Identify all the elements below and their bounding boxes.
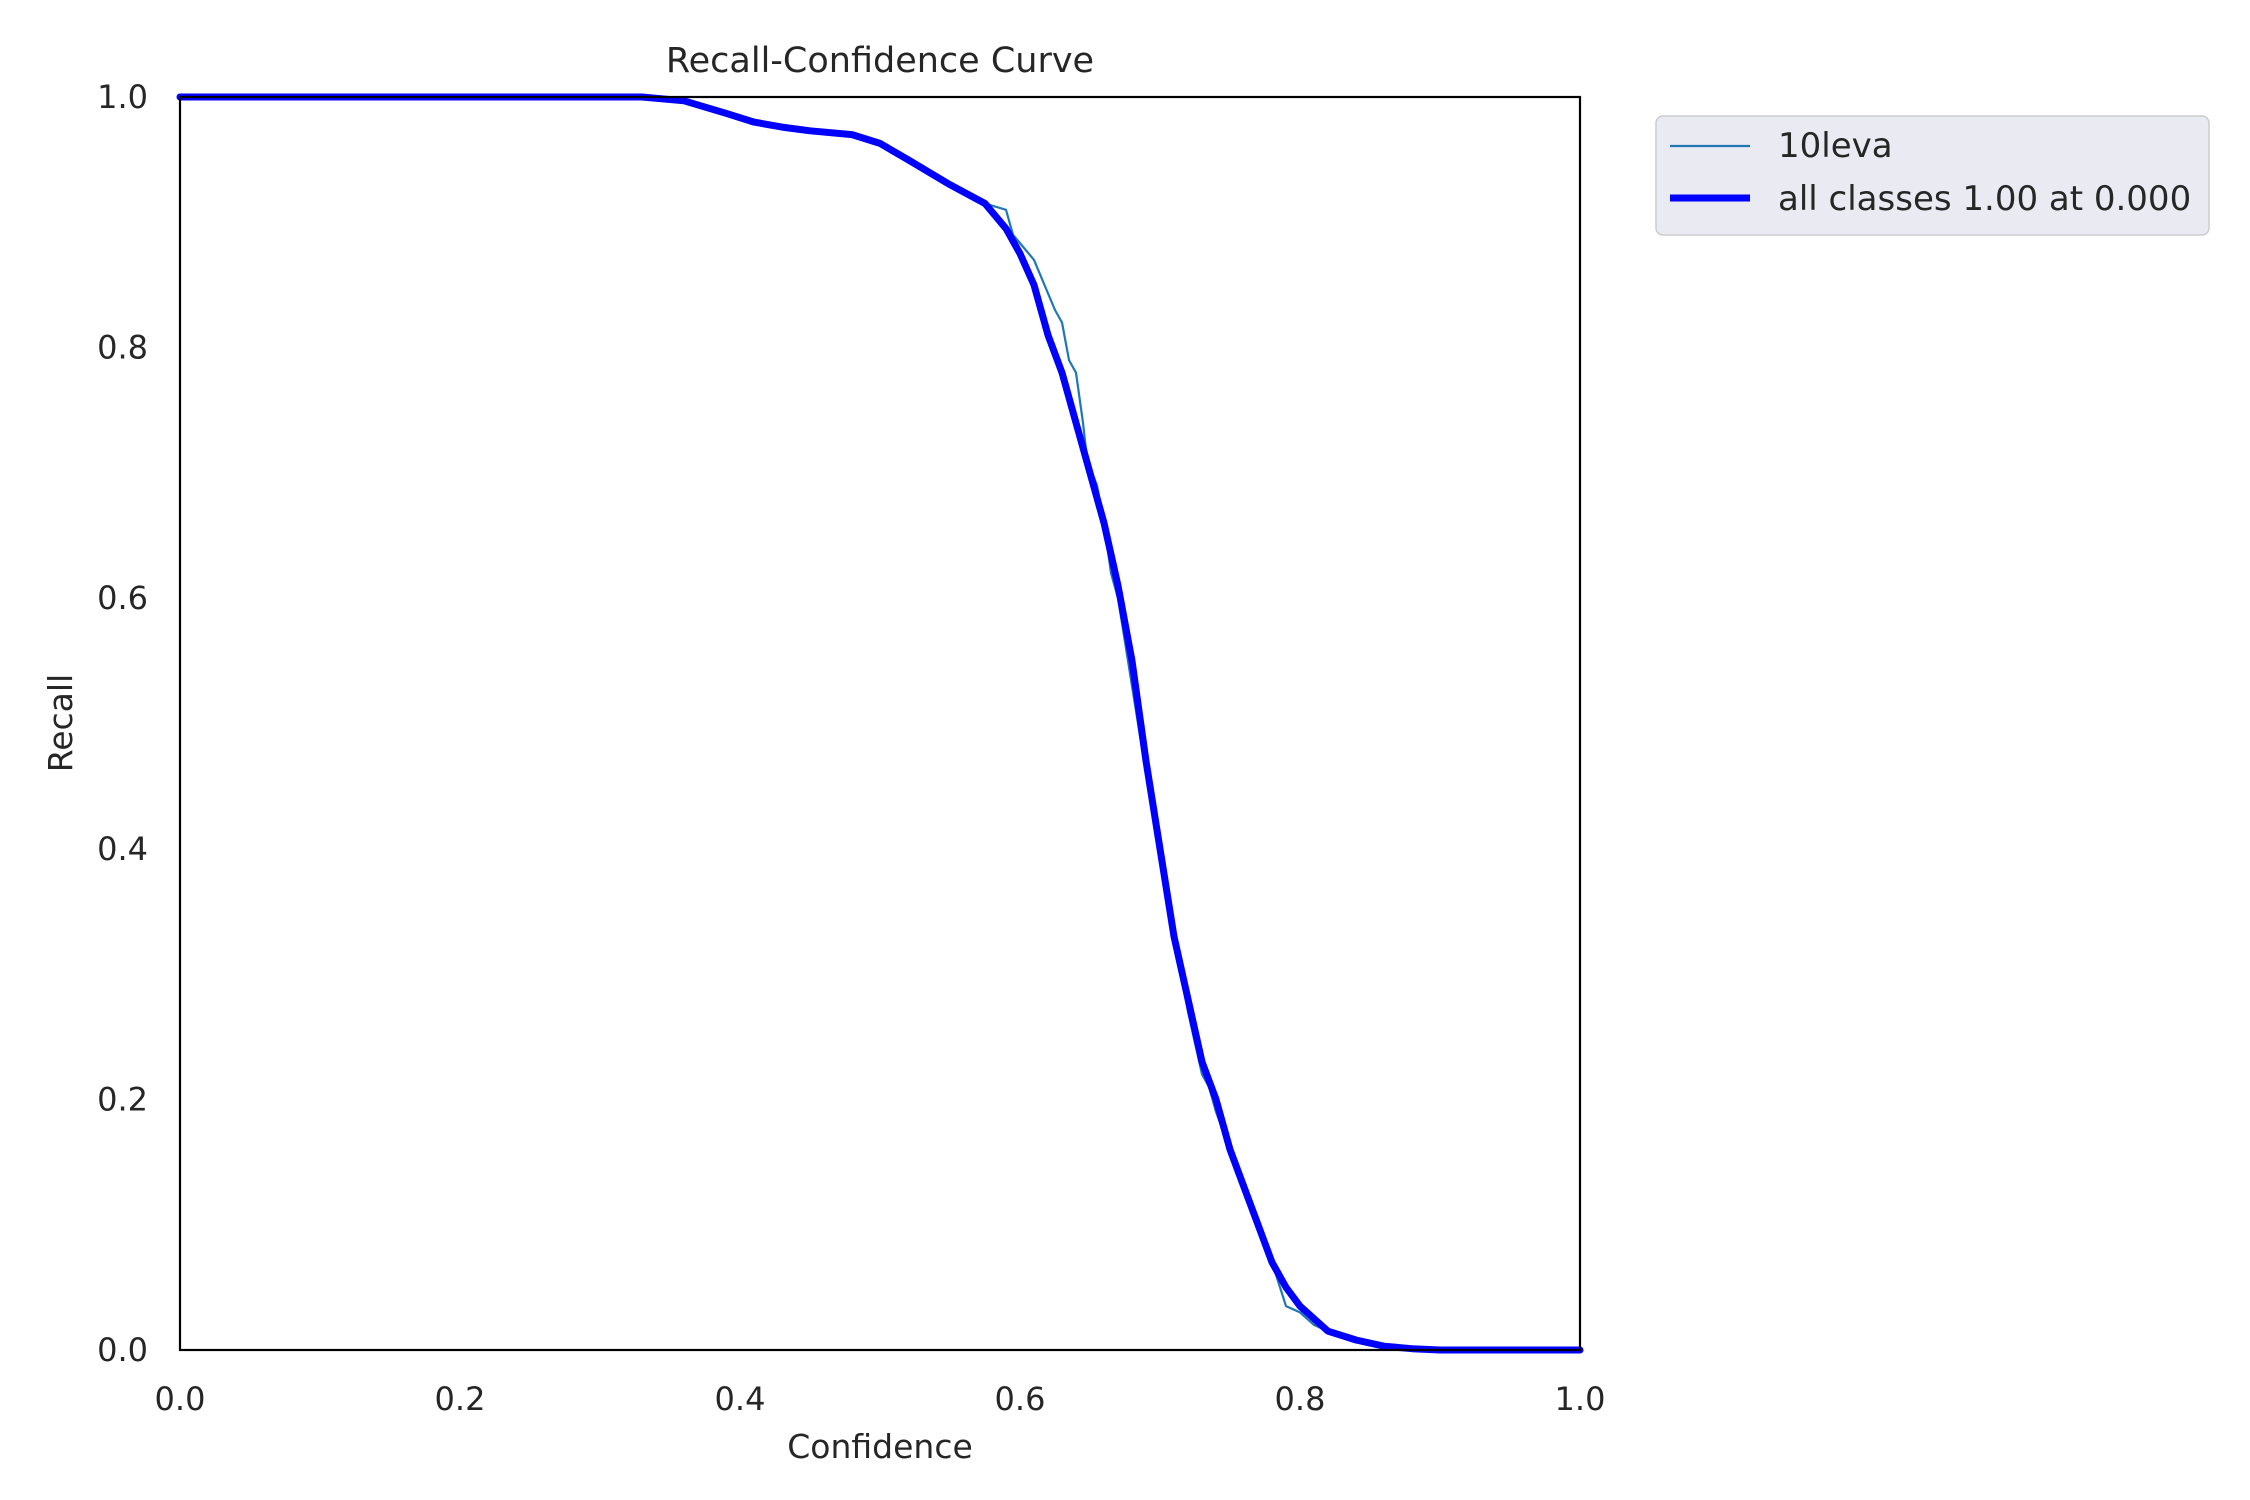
y-tick-label: 1.0: [97, 78, 148, 116]
x-tick-label: 0.0: [155, 1380, 206, 1418]
plot-frame: [178, 95, 1582, 1352]
y-tick-label: 0.2: [97, 1080, 148, 1118]
x-tick-label: 1.0: [1555, 1380, 1606, 1418]
y-tick-label: 0.8: [97, 329, 148, 367]
y-tick-label: 0.4: [97, 830, 148, 868]
legend-label-all-classes: all classes 1.00 at 0.000: [1778, 179, 2191, 219]
series-line-all-classes: [176, 93, 1584, 1354]
x-tick-label: 0.4: [715, 1380, 766, 1418]
chart-title: Recall-Confidence Curve: [666, 41, 1094, 81]
plot-background: [180, 97, 1580, 1350]
legend: 10leva all classes 1.00 at 0.000: [1655, 115, 2210, 236]
legend-box: [1655, 115, 2210, 236]
x-tick-label: 0.6: [995, 1380, 1046, 1418]
x-axis-label: Confidence: [787, 1427, 973, 1466]
plot-area: [176, 93, 1584, 1354]
y-axis-label: Recall: [41, 674, 80, 772]
x-tick-label: 0.8: [1275, 1380, 1326, 1418]
y-tick-label: 0.6: [97, 579, 148, 617]
y-tick-label: 0.0: [97, 1331, 148, 1369]
legend-label-10leva: 10leva: [1778, 126, 1893, 166]
x-tick-label: 0.2: [435, 1380, 486, 1418]
y-axis-ticks: 0.0 0.2 0.4 0.6 0.8 1.0: [97, 78, 148, 1369]
series-layer: [176, 93, 1584, 1354]
x-axis-ticks: 0.0 0.2 0.4 0.6 0.8 1.0: [155, 1380, 1606, 1418]
